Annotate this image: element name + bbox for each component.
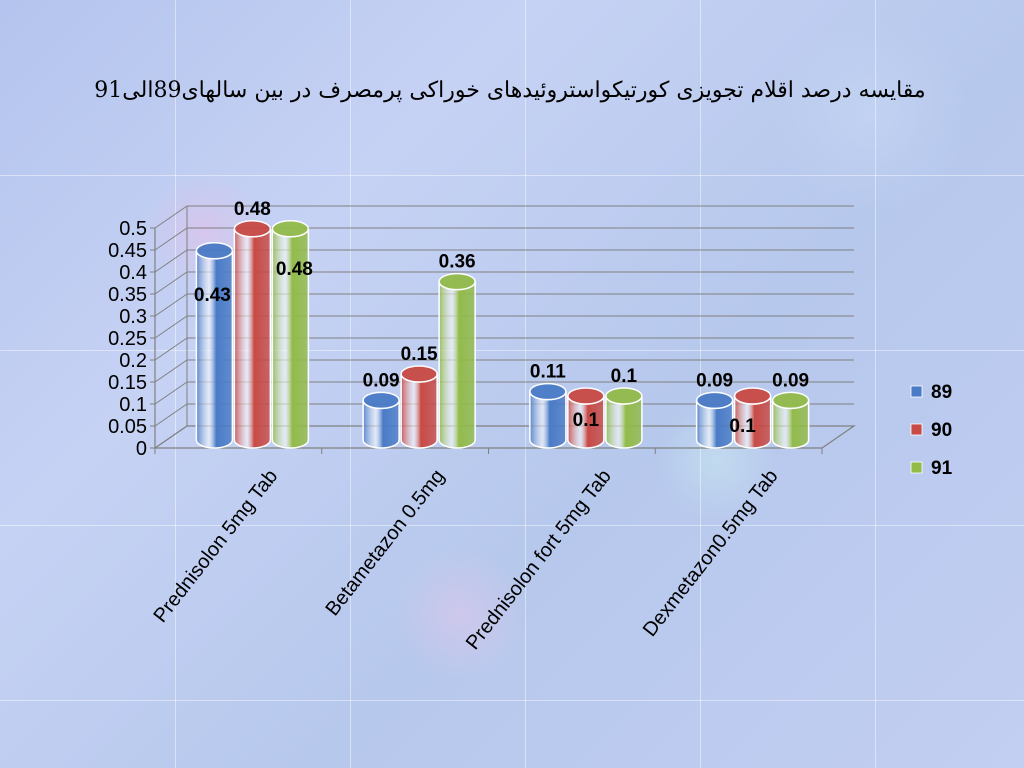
gridline-diagonal — [154, 337, 188, 361]
gridline-diagonal — [154, 403, 188, 427]
data-label: 0.48 — [234, 199, 271, 220]
bar — [233, 228, 272, 449]
gridline-diagonal — [154, 315, 188, 339]
chart-axes: 00.050.10.150.20.250.30.350.40.450.5 — [108, 205, 856, 460]
legend-label: 91 — [931, 458, 953, 479]
chart-title: مقایسه درصد اقلام تجویزی کورتیکواستروئید… — [94, 78, 926, 103]
chart-category-labels: Prednisolon 5mg Tab Betametazon 0.5mg Pred… — [150, 466, 783, 654]
gridline-diagonal — [154, 425, 188, 449]
legend-label: 89 — [931, 382, 952, 403]
legend-label: 90 — [931, 420, 952, 441]
data-label: 0.1 — [573, 410, 600, 431]
x-category-label: Prednisolon 5mg Tab — [150, 466, 283, 627]
chart-bars — [195, 220, 810, 449]
background-grid-line — [525, 0, 526, 768]
background-grid-line — [350, 0, 351, 768]
y-tick-label: 0.2 — [119, 350, 147, 372]
data-label: 0.09 — [363, 370, 400, 391]
background-grid-line — [875, 0, 876, 768]
chart-data-labels: 0.430.480.480.090.150.360.110.10.1 0.090.… — [194, 199, 809, 437]
data-label: 0.11 — [530, 362, 566, 383]
gridline-diagonal — [154, 381, 188, 405]
y-tick-label: 0.05 — [108, 416, 147, 438]
data-label: 0.36 — [439, 252, 476, 273]
data-label: 0.1 — [729, 416, 756, 437]
data-label: 0.1 — [611, 366, 638, 387]
y-tick-label: 0.45 — [108, 240, 147, 262]
bar-top — [438, 272, 476, 291]
bar-top — [529, 382, 567, 401]
background-grid-line — [0, 175, 1024, 176]
y-tick-label: 0.4 — [119, 262, 147, 284]
background-grid-line — [0, 350, 1024, 351]
gridline-diagonal — [154, 271, 188, 295]
y-tick-label: 0.3 — [119, 306, 147, 328]
data-label: 0.09 — [772, 370, 809, 391]
bar — [195, 250, 234, 449]
gridline-diagonal — [154, 293, 188, 317]
x-category-label: Dexmetazon0.5mg Tab — [639, 466, 783, 641]
bar-top — [362, 391, 400, 410]
y-tick-label: 0.1 — [119, 394, 147, 416]
data-label: 0.48 — [276, 259, 313, 280]
y-tick-label: 0.35 — [108, 284, 147, 306]
bar-top — [271, 220, 310, 238]
background-grid-line — [0, 700, 1024, 701]
y-tick-label: 0.15 — [108, 372, 147, 394]
chart-legend: 89 90 91 — [910, 382, 953, 479]
bar-top — [400, 365, 438, 383]
x-category-label: Betametazon 0.5mg — [322, 466, 450, 621]
bar-top — [233, 220, 272, 238]
data-label: 0.15 — [401, 344, 438, 365]
gridline-diagonal — [154, 205, 188, 229]
bar-top — [605, 387, 643, 405]
background-grid-line — [700, 0, 701, 768]
bar-top — [771, 391, 810, 410]
background-grid-line — [175, 0, 176, 768]
bar-top — [695, 391, 734, 410]
bar-top — [195, 242, 234, 260]
y-tick-label: 0.25 — [108, 328, 147, 350]
y-tick-label: 0 — [136, 438, 147, 460]
data-label: 0.43 — [194, 285, 231, 306]
legend-swatch — [910, 385, 923, 398]
bar — [400, 373, 438, 449]
legend-swatch — [910, 461, 923, 474]
y-tick-label: 0.5 — [119, 218, 147, 240]
bar — [438, 281, 476, 449]
gridline-diagonal — [154, 227, 188, 251]
bar-top — [567, 387, 605, 405]
bar-top — [733, 387, 772, 405]
gridline-diagonal — [154, 249, 188, 273]
data-label: 0.09 — [696, 370, 733, 391]
x-category-label: Prednisolon fort 5mg Tab — [462, 466, 616, 654]
gridline-diagonal — [154, 359, 188, 383]
legend-swatch — [910, 423, 923, 436]
background-grid-line — [0, 525, 1024, 526]
